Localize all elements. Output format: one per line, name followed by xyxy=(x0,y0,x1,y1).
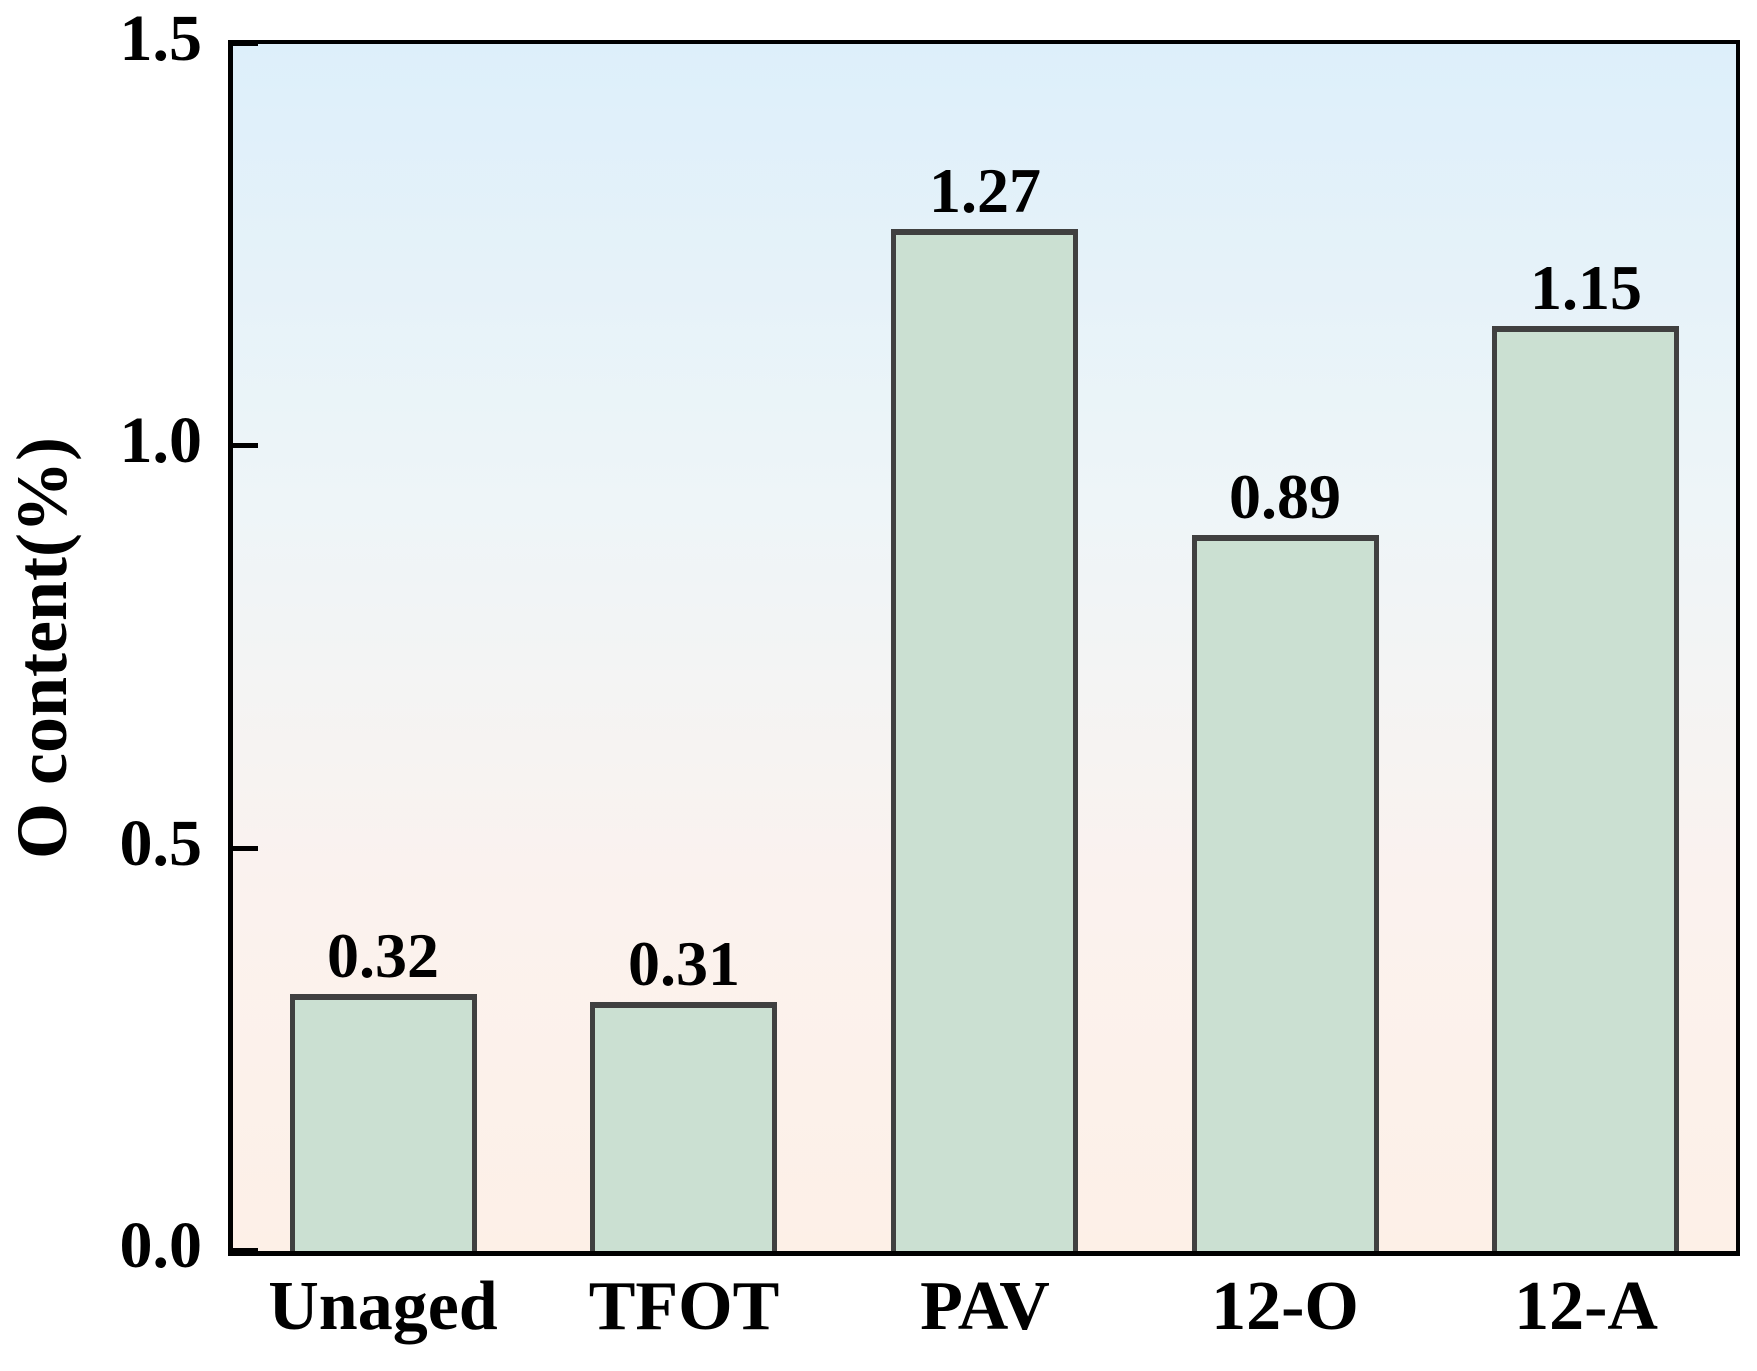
y-tick-label: 0.5 xyxy=(119,807,203,880)
bar-pav xyxy=(891,229,1078,1251)
bar-12-o xyxy=(1192,535,1379,1251)
bar-value-label: 0.31 xyxy=(628,928,740,999)
plot-area xyxy=(228,40,1740,1256)
bar-unaged xyxy=(290,994,477,1251)
y-tick-label: 1.5 xyxy=(119,2,203,75)
bar-value-label: 1.15 xyxy=(1530,252,1642,323)
x-category-label-unaged: Unaged xyxy=(268,1268,498,1345)
bar-12-a xyxy=(1492,326,1679,1251)
y-tick-mark xyxy=(233,1248,258,1251)
x-category-label-12-o: 12-O xyxy=(1211,1268,1359,1345)
y-tick-label: 1.0 xyxy=(119,404,203,477)
x-category-label-12-a: 12-A xyxy=(1514,1268,1658,1345)
bar-value-label: 0.89 xyxy=(1229,461,1341,532)
y-tick-label: 0.0 xyxy=(119,1209,203,1282)
y-axis-title: O content(%) xyxy=(2,437,82,859)
x-category-label-tfot: TFOT xyxy=(588,1268,780,1345)
x-category-label-pav: PAV xyxy=(920,1268,1050,1345)
bar-value-label: 0.32 xyxy=(327,920,439,991)
y-tick-mark xyxy=(233,443,258,448)
y-tick-mark xyxy=(233,846,258,851)
y-tick-mark xyxy=(233,44,258,46)
bar-tfot xyxy=(590,1002,777,1251)
bar-value-label: 1.27 xyxy=(929,155,1041,226)
